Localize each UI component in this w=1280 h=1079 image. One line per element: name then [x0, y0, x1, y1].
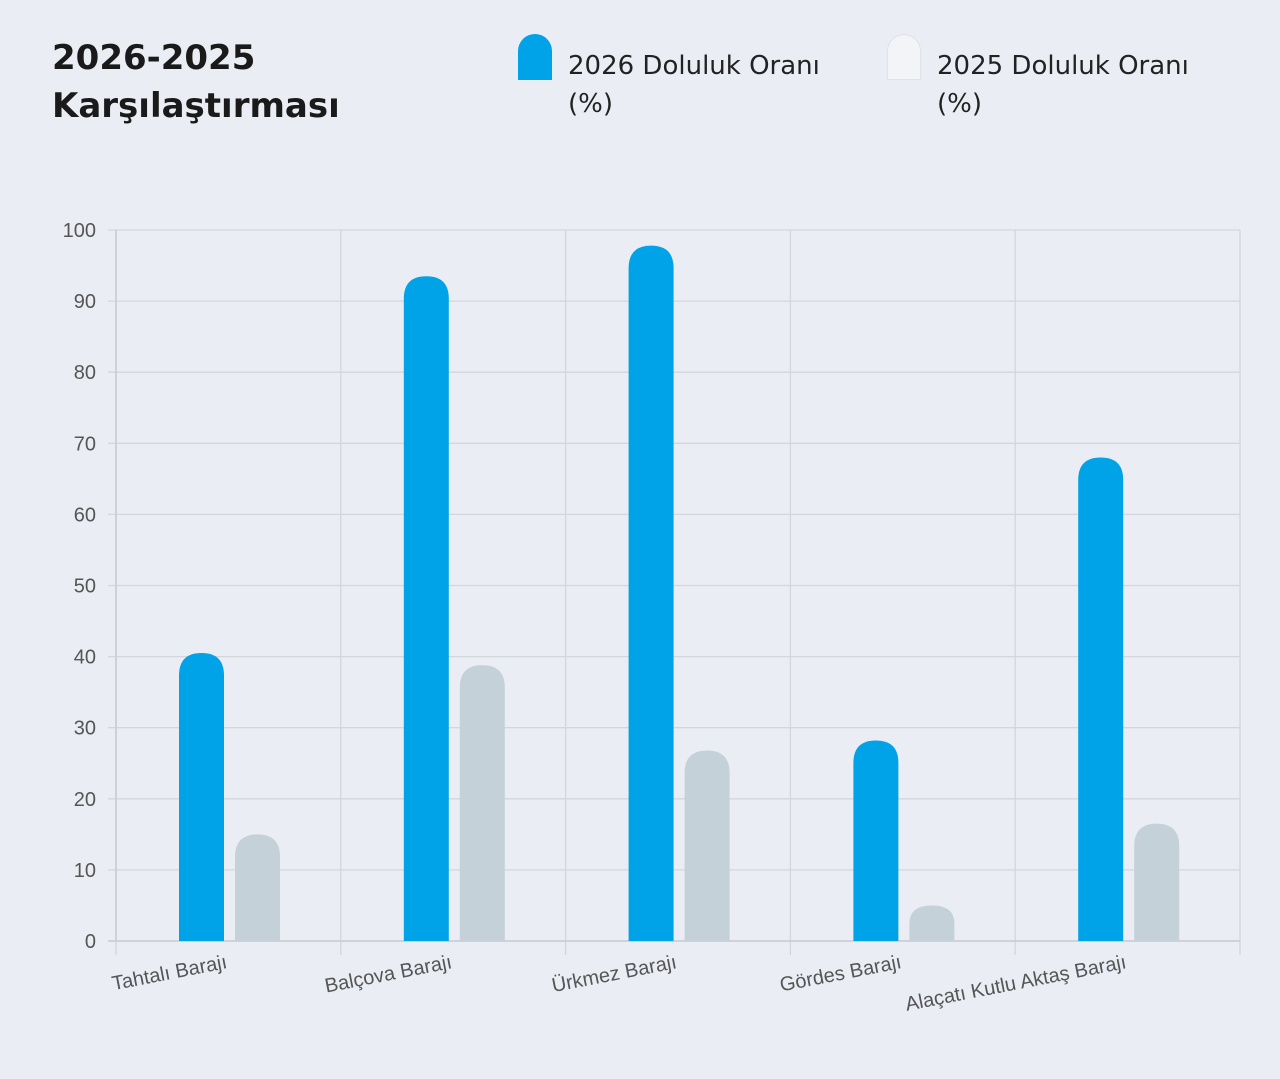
bar-2025-3 — [684, 750, 730, 941]
legend-label-2026: 2026 Doluluk Oranı (%) — [568, 51, 820, 119]
y-tick-label: 60 — [74, 504, 96, 526]
bar-2025-1 — [235, 834, 280, 941]
legend-swatch-2025 — [887, 34, 921, 80]
y-tick-label: 100 — [63, 220, 96, 242]
legend-label-2025: 2025 Doluluk Oranı (%) — [937, 51, 1189, 119]
y-tick-label: 90 — [74, 291, 96, 313]
bar-2026-4 — [853, 740, 899, 941]
x-tick-label: Gördes Barajı — [778, 951, 903, 996]
bar-2025-2 — [459, 665, 505, 941]
bar-2026-1 — [179, 653, 224, 941]
bar-2026-3 — [628, 245, 674, 942]
bar-2025-5 — [1134, 823, 1180, 941]
y-tick-label: 10 — [74, 860, 96, 882]
y-tick-label: 40 — [74, 647, 96, 669]
bar-2025-4 — [909, 905, 955, 941]
y-tick-label: 20 — [74, 789, 96, 811]
legend-item-2026[interactable]: 2026 Doluluk Oranı (%) — [518, 34, 858, 123]
y-tick-label: 70 — [74, 433, 96, 455]
y-tick-label: 0 — [85, 931, 96, 953]
chart-title: 2026-2025 Karşılaştırması — [52, 38, 340, 126]
x-tick-label: Tahtalı Barajı — [110, 951, 229, 995]
y-tick-label: 50 — [74, 576, 96, 598]
legend-item-2025[interactable]: 2025 Doluluk Oranı (%) — [887, 34, 1227, 123]
x-tick-label: Ürkmez Barajı — [550, 951, 679, 997]
legend-swatch-2026 — [518, 34, 552, 80]
bar-2026-2 — [403, 276, 449, 942]
y-tick-label: 30 — [74, 718, 96, 740]
y-tick-label: 80 — [74, 362, 96, 384]
x-tick-label: Alaçatı Kutlu Aktaş Barajı — [904, 951, 1129, 1015]
bar-2026-5 — [1078, 457, 1124, 941]
x-tick-label: Balçova Barajı — [323, 951, 454, 997]
